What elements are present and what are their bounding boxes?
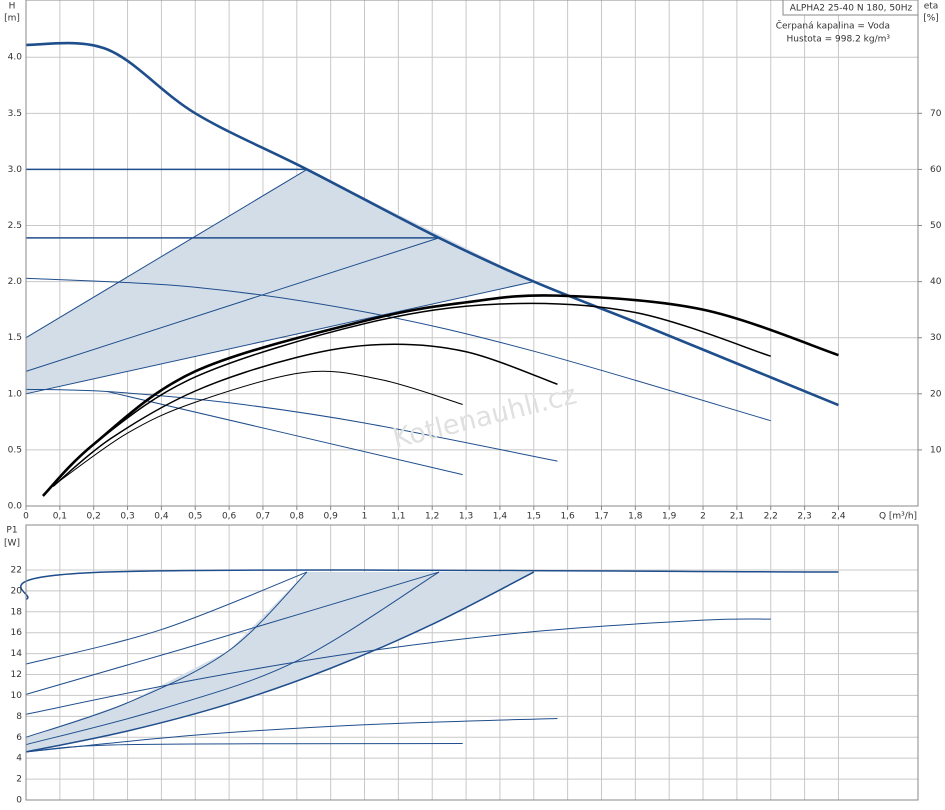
- plot-frame: [25, 524, 919, 801]
- y-tick-label: 3.5: [8, 109, 22, 119]
- y-label: P1: [6, 526, 17, 536]
- x-tick-label: 2,4: [831, 512, 846, 522]
- plot: [20, 524, 919, 801]
- curve: [25, 571, 308, 738]
- y-tick-label: 2.0: [8, 277, 23, 287]
- x-tick-label: 0,1: [53, 512, 67, 522]
- y2-label: eta: [924, 2, 939, 12]
- y-tick-label: 2.5: [8, 221, 22, 231]
- x-tick-label: 1,5: [527, 512, 541, 522]
- y-unit: [W]: [4, 539, 20, 549]
- curve: [25, 571, 440, 695]
- legend-title: ALPHA2 25-40 N 180, 50Hz: [790, 4, 913, 14]
- y2-unit: [%]: [923, 14, 939, 24]
- curve: [25, 277, 771, 422]
- y-tick-label: 18: [11, 607, 23, 617]
- y2-tick-label: 30: [930, 333, 942, 343]
- x-tick-label: 1,4: [493, 512, 508, 522]
- curve: [52, 343, 558, 487]
- legend-box: [782, 0, 919, 16]
- curve: [25, 618, 771, 715]
- plot-background: [26, 525, 918, 800]
- curve: [25, 168, 308, 339]
- plot: [25, 0, 919, 507]
- y2-tick-label: 50: [930, 221, 942, 231]
- x-tick-label: 1,9: [662, 512, 677, 522]
- y-tick-label: 12: [11, 670, 22, 680]
- y-tick-label: 10: [11, 691, 23, 701]
- x-tick-label: 1,2: [425, 512, 439, 522]
- curve: [25, 717, 558, 753]
- x-tick-label: 2: [700, 512, 706, 522]
- x-tick-label: 0,4: [154, 512, 169, 522]
- curve: [25, 571, 308, 665]
- y-tick-label: 2: [16, 775, 22, 785]
- y-tick-label: 0.0: [8, 502, 23, 512]
- y-tick-label: 1.5: [8, 333, 22, 343]
- y-tick-label: 4: [16, 754, 22, 764]
- curve: [25, 571, 440, 746]
- x-tick-label: 0: [23, 512, 29, 522]
- x-tick-label: 1,7: [594, 512, 608, 522]
- annotation: Hustota = 998.2 kg/m³: [787, 35, 891, 45]
- x-tick-label: 1: [362, 512, 368, 522]
- x-tick-label: 1,1: [391, 512, 405, 522]
- x-tick-label: 0,8: [290, 512, 305, 522]
- x-tick-label: 2,3: [797, 512, 811, 522]
- curve: [25, 237, 440, 372]
- x-tick-label: 0,7: [256, 512, 270, 522]
- y-tick-label: 3.0: [8, 165, 23, 175]
- y-tick-label: 1.0: [8, 389, 23, 399]
- x-tick-label: 0,3: [120, 512, 134, 522]
- curve: [41, 294, 839, 497]
- x-tick-label: 1,3: [459, 512, 473, 522]
- curve: [45, 302, 771, 493]
- curve: [59, 370, 463, 482]
- x-tick-label: 2,2: [764, 512, 778, 522]
- curve: [25, 388, 558, 462]
- y-label: H: [9, 2, 16, 12]
- annotation: Čerpaná kapalina = Voda: [776, 20, 890, 32]
- y-tick-label: 4.0: [8, 53, 23, 63]
- y-tick-label: 20: [11, 586, 23, 596]
- x-tick-label: 0,6: [222, 512, 237, 522]
- curve: [25, 571, 535, 753]
- y-unit: [m]: [4, 14, 20, 24]
- x-tick-label: 1,8: [628, 512, 643, 522]
- x-tick-label: 1,6: [560, 512, 575, 522]
- curve: [107, 391, 463, 476]
- y2-tick-label: 40: [930, 277, 942, 287]
- curve: [25, 281, 534, 395]
- x-tick-label: 0,5: [188, 512, 202, 522]
- y-tick-label: 6: [16, 733, 22, 743]
- x-label: Q [m³/h]: [879, 512, 917, 522]
- area: [26, 169, 534, 394]
- y-tick-label: 14: [11, 649, 23, 659]
- x-tick-label: 0,2: [87, 512, 101, 522]
- y2-tick-label: 20: [930, 389, 942, 399]
- y-tick-label: 8: [16, 712, 22, 722]
- area: [26, 572, 534, 752]
- curve: [25, 743, 463, 753]
- curve: [20, 569, 839, 600]
- y2-tick-label: 70: [930, 109, 942, 119]
- y-tick-label: 0.5: [8, 445, 22, 455]
- y2-tick-label: 10: [930, 445, 942, 455]
- y-tick-label: 0: [16, 796, 22, 806]
- x-tick-label: 0,9: [324, 512, 339, 522]
- x-tick-label: 2,1: [730, 512, 744, 522]
- y-tick-label: 22: [11, 565, 22, 575]
- y2-tick-label: 60: [930, 165, 942, 175]
- plot-frame: [25, 0, 919, 507]
- y-tick-label: 16: [11, 628, 23, 638]
